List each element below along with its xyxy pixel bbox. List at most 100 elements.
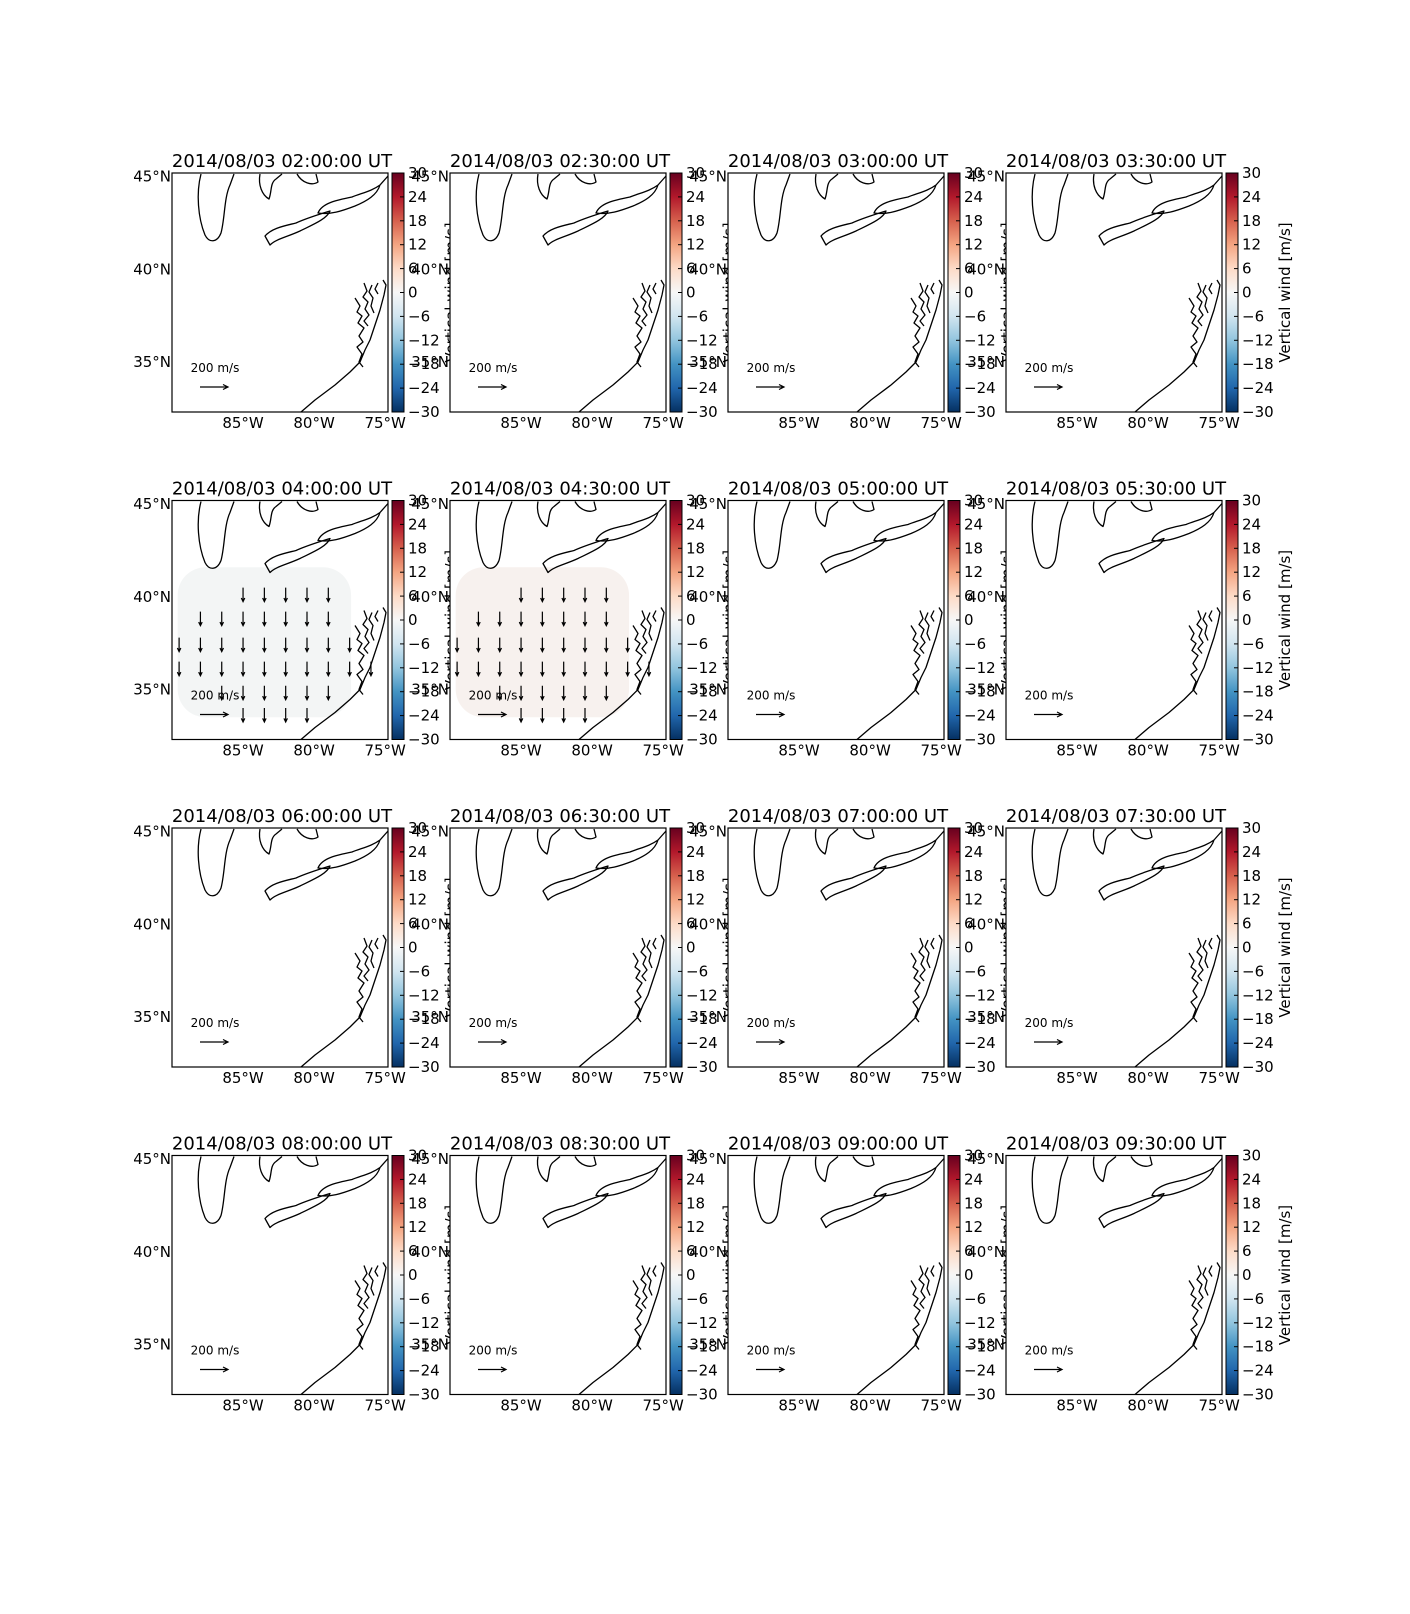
colorbar-tick-label: 24	[964, 1170, 983, 1188]
x-tick-label: 85°W	[222, 742, 264, 760]
panel-title: 2014/08/03 04:30:00 UT	[450, 479, 671, 500]
colorbar-tick-label: 24	[1242, 1170, 1261, 1188]
panel-title: 2014/08/03 07:00:00 UT	[728, 806, 949, 827]
panel-title: 2014/08/03 08:00:00 UT	[172, 1134, 393, 1155]
colorbar-tick-label: −18	[1242, 1338, 1274, 1356]
colorbar-tick-label: 18	[964, 1194, 983, 1212]
colorbar-tick-label: 18	[1242, 867, 1261, 885]
colorbar-tick-label: −12	[1242, 659, 1274, 677]
axes-background	[1006, 1155, 1222, 1395]
y-tick-label: 45°N	[689, 168, 727, 186]
wind-arrow	[240, 611, 246, 628]
colorbar-tick-label: −6	[408, 962, 430, 980]
colorbar-tick-label: 12	[408, 563, 427, 581]
y-tick-label: 40°N	[411, 915, 449, 933]
x-tick-label: 85°W	[1056, 414, 1098, 432]
axes-background	[1006, 828, 1222, 1067]
panel-title: 2014/08/03 03:00:00 UT	[728, 151, 949, 172]
map-panel: 200 m/s 2014/08/03 09:30:00 UT 85°W 80°W 75°…	[967, 1134, 1294, 1415]
x-tick-label: 80°W	[849, 414, 891, 432]
colorbar-tick-label: −30	[686, 403, 718, 421]
y-tick-label: 40°N	[967, 915, 1005, 933]
y-tick-label: 35°N	[133, 1335, 171, 1353]
wind-arrow	[497, 637, 503, 653]
colorbar-tick-label: −18	[686, 683, 718, 701]
colorbar-tick-label: 18	[408, 539, 427, 557]
x-tick-label: 80°W	[571, 742, 613, 760]
y-tick-label: 35°N	[411, 1008, 449, 1026]
colorbar-tick-label: 0	[408, 611, 418, 629]
colorbar-tick-label: 12	[964, 236, 983, 254]
wind-arrow	[604, 685, 609, 702]
colorbar-tick-label: 0	[686, 284, 696, 302]
panel-title: 2014/08/03 07:30:00 UT	[1006, 806, 1227, 827]
y-tick-label: 40°N	[689, 1243, 727, 1261]
wind-arrow	[497, 685, 503, 702]
colorbar-tick-label: −12	[1242, 986, 1274, 1004]
colorbar-tick-label: 6	[686, 915, 696, 933]
axes-frame	[449, 172, 667, 413]
colorbar-tick-label: 0	[1242, 611, 1252, 629]
colorbar-tick-label: 12	[1242, 1218, 1261, 1236]
colorbar-tick-label: 6	[1242, 260, 1252, 278]
axes-background	[728, 1155, 944, 1395]
wind-arrow	[518, 708, 524, 724]
colorbar-tick-label: 24	[1242, 188, 1261, 206]
y-tick-label: 45°N	[967, 495, 1005, 513]
y-tick-label: 40°N	[967, 588, 1005, 606]
colorbar-tick-label: −12	[686, 1314, 718, 1332]
x-tick-label: 80°W	[571, 414, 613, 432]
axes-frame	[449, 499, 667, 741]
colorbar-tick-label: 6	[964, 1242, 974, 1260]
y-tick-label: 40°N	[411, 588, 449, 606]
quiver-key-label: 200 m/s	[747, 1344, 796, 1358]
colorbar-tick-label: 0	[408, 939, 418, 957]
axes-frame	[171, 172, 389, 413]
quiver-key-label: 200 m/s	[747, 1016, 796, 1030]
colorbar-tick-label: 18	[964, 212, 983, 230]
colorbar-tick-label: 18	[686, 539, 705, 557]
y-tick-label: 45°N	[967, 1150, 1005, 1168]
colorbar-label: Vertical wind [m/s]	[1276, 1205, 1294, 1345]
colorbar-label: Vertical wind [m/s]	[1276, 877, 1294, 1017]
colorbar-tick-label: 12	[686, 563, 705, 581]
x-tick-label: 75°W	[920, 414, 962, 432]
colorbar-tick-label: −18	[686, 1010, 718, 1028]
colorbar-tick-label: −30	[408, 403, 440, 421]
wind-arrow	[497, 661, 503, 678]
colorbar-tick-label: −30	[686, 1386, 718, 1404]
wind-arrow	[561, 708, 566, 724]
colorbar-tick-label: −30	[964, 1058, 996, 1076]
quiver-key-label: 200 m/s	[747, 361, 796, 375]
wind-arrow	[326, 685, 331, 702]
quiver-key-arrow	[200, 1366, 230, 1373]
colorbar-tick-label: 6	[964, 915, 974, 933]
wind-arrow	[604, 637, 609, 653]
wind-arrow	[561, 661, 566, 678]
wind-arrow	[176, 661, 182, 678]
colorbar-tick-label: 0	[686, 939, 696, 957]
quiver-key-arrow	[756, 711, 786, 718]
colorbar-tick-label: −30	[1242, 1058, 1274, 1076]
axes-background	[728, 173, 944, 412]
panel-title: 2014/08/03 06:30:00 UT	[450, 806, 671, 827]
colorbar-tick-label: 30	[408, 164, 427, 182]
y-tick-label: 45°N	[411, 823, 449, 841]
y-tick-label: 35°N	[411, 353, 449, 371]
quiver-key-label: 200 m/s	[1025, 361, 1074, 375]
colorbar-tick-label: −24	[1242, 707, 1274, 725]
colorbar-tick-label: −18	[964, 355, 996, 373]
wind-arrow	[304, 661, 310, 678]
y-tick-label: 40°N	[967, 260, 1005, 278]
colorbar-tick-label: −30	[1242, 403, 1274, 421]
y-tick-label: 40°N	[689, 915, 727, 933]
wind-arrow	[582, 637, 588, 653]
colorbar-label: Vertical wind [m/s]	[1276, 222, 1294, 362]
quiver-key-arrow	[756, 383, 786, 391]
colorbar-tick-label: 30	[1242, 492, 1261, 510]
wind-arrow	[518, 637, 524, 653]
axes-frame	[1005, 499, 1223, 741]
axes-background	[728, 828, 944, 1067]
quiver-key-arrow	[478, 383, 508, 391]
